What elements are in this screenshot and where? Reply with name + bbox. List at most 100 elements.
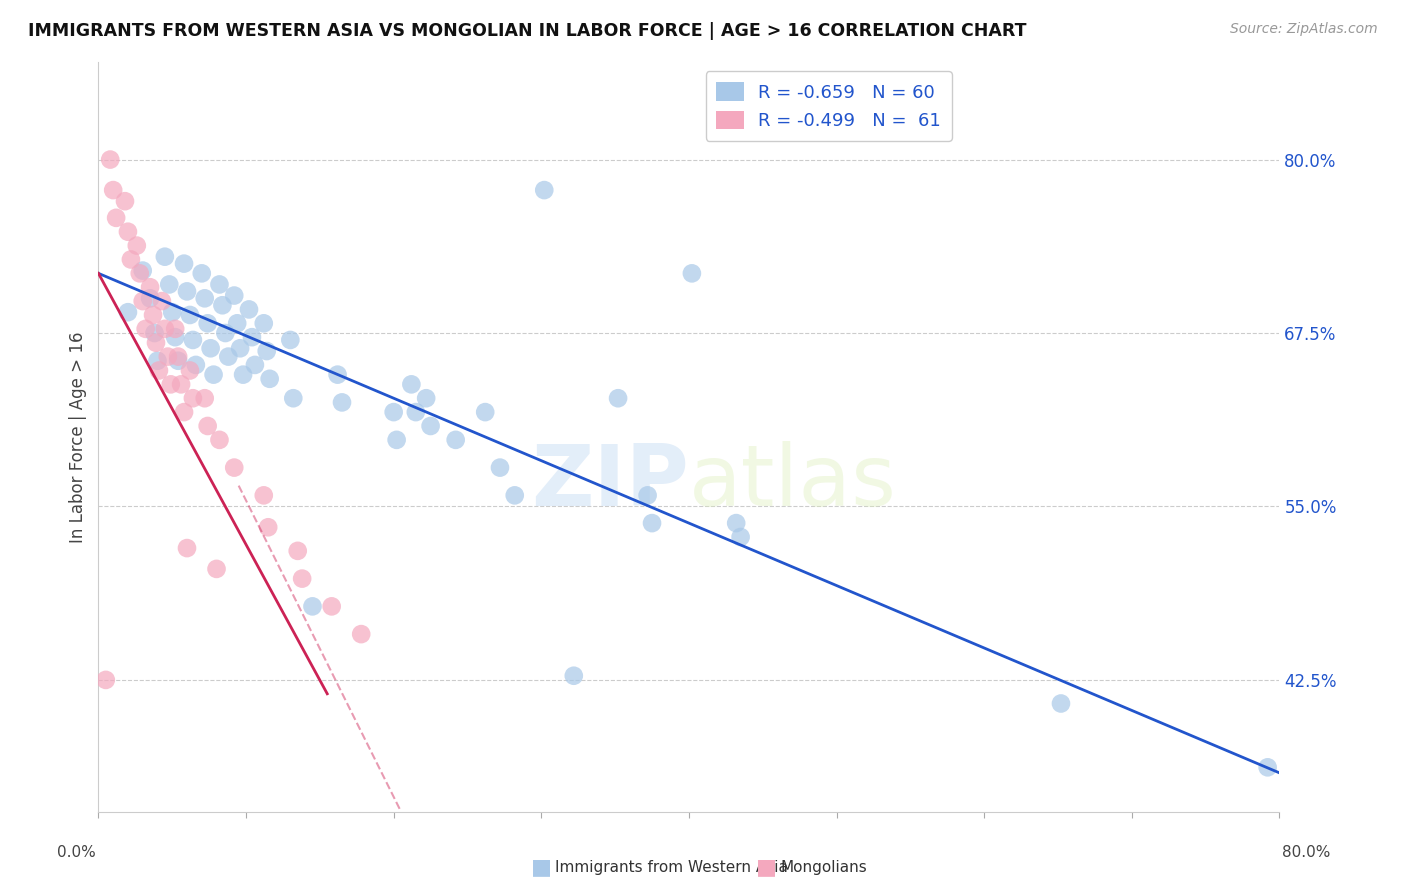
Point — [405, 405, 427, 419]
Point — [243, 358, 266, 372]
Point — [637, 488, 659, 502]
Point — [291, 572, 314, 586]
Point — [139, 291, 162, 305]
Point — [321, 599, 343, 614]
Point — [681, 266, 703, 280]
Point — [489, 460, 512, 475]
Text: atlas: atlas — [689, 441, 897, 524]
Point — [173, 405, 195, 419]
Point — [257, 520, 280, 534]
Point — [194, 291, 217, 305]
Text: ZIP: ZIP — [531, 441, 689, 524]
Point — [150, 294, 173, 309]
Text: Source: ZipAtlas.com: Source: ZipAtlas.com — [1230, 22, 1378, 37]
Point — [117, 305, 139, 319]
Point — [224, 460, 246, 475]
Point — [208, 433, 231, 447]
Point — [283, 391, 305, 405]
Point — [184, 358, 207, 372]
Point — [173, 257, 195, 271]
Point — [132, 263, 155, 277]
Point — [238, 302, 260, 317]
Point — [253, 316, 276, 330]
Point — [132, 294, 155, 309]
Text: Mongolians: Mongolians — [780, 860, 868, 874]
Point — [326, 368, 349, 382]
Point — [503, 488, 526, 502]
Text: ■: ■ — [756, 857, 776, 877]
Text: 0.0%: 0.0% — [58, 846, 96, 861]
Point — [1050, 697, 1073, 711]
Point — [145, 335, 167, 350]
Point — [125, 238, 148, 252]
Point — [153, 250, 176, 264]
Point — [165, 322, 187, 336]
Point — [211, 298, 233, 312]
Point — [179, 308, 201, 322]
Text: ■: ■ — [531, 857, 551, 877]
Point — [208, 277, 231, 292]
Point — [607, 391, 630, 405]
Point — [159, 377, 181, 392]
Point — [197, 419, 219, 434]
Point — [444, 433, 467, 447]
Point — [256, 344, 278, 359]
Point — [167, 350, 190, 364]
Point — [730, 530, 752, 544]
Point — [105, 211, 128, 225]
Point — [474, 405, 496, 419]
Point — [194, 391, 217, 405]
Point — [191, 266, 214, 280]
Point — [214, 326, 236, 340]
Point — [98, 153, 121, 167]
Point — [146, 353, 169, 368]
Text: Immigrants from Western Asia: Immigrants from Western Asia — [555, 860, 789, 874]
Point — [382, 405, 405, 419]
Point — [641, 516, 664, 530]
Point — [226, 316, 249, 330]
Point — [181, 391, 204, 405]
Point — [1257, 760, 1279, 774]
Point — [153, 322, 176, 336]
Point — [142, 308, 165, 322]
Point — [148, 363, 170, 377]
Point — [128, 266, 150, 280]
Point — [330, 395, 353, 409]
Point — [533, 183, 555, 197]
Point — [415, 391, 437, 405]
Text: IMMIGRANTS FROM WESTERN ASIA VS MONGOLIAN IN LABOR FORCE | AGE > 16 CORRELATION : IMMIGRANTS FROM WESTERN ASIA VS MONGOLIA… — [28, 22, 1026, 40]
Point — [224, 288, 246, 302]
Point — [176, 541, 198, 555]
Point — [240, 330, 263, 344]
Point — [143, 326, 166, 340]
Legend: R = -0.659   N = 60, R = -0.499   N =  61: R = -0.659 N = 60, R = -0.499 N = 61 — [706, 71, 952, 141]
Point — [179, 363, 201, 377]
Text: 80.0%: 80.0% — [1282, 846, 1330, 861]
Point — [165, 330, 187, 344]
Point — [135, 322, 157, 336]
Point — [139, 280, 162, 294]
Point — [181, 333, 204, 347]
Point — [229, 341, 252, 355]
Point — [385, 433, 408, 447]
Point — [253, 488, 276, 502]
Point — [114, 194, 136, 209]
Point — [259, 372, 281, 386]
Point — [725, 516, 748, 530]
Point — [94, 673, 117, 687]
Point — [120, 252, 142, 267]
Point — [156, 350, 179, 364]
Point — [202, 368, 225, 382]
Point — [205, 562, 228, 576]
Point — [350, 627, 373, 641]
Point — [162, 305, 183, 319]
Point — [170, 377, 193, 392]
Point — [280, 333, 302, 347]
Point — [217, 350, 239, 364]
Point — [301, 599, 323, 614]
Point — [562, 669, 585, 683]
Point — [419, 419, 441, 434]
Point — [103, 183, 125, 197]
Point — [197, 316, 219, 330]
Point — [232, 368, 254, 382]
